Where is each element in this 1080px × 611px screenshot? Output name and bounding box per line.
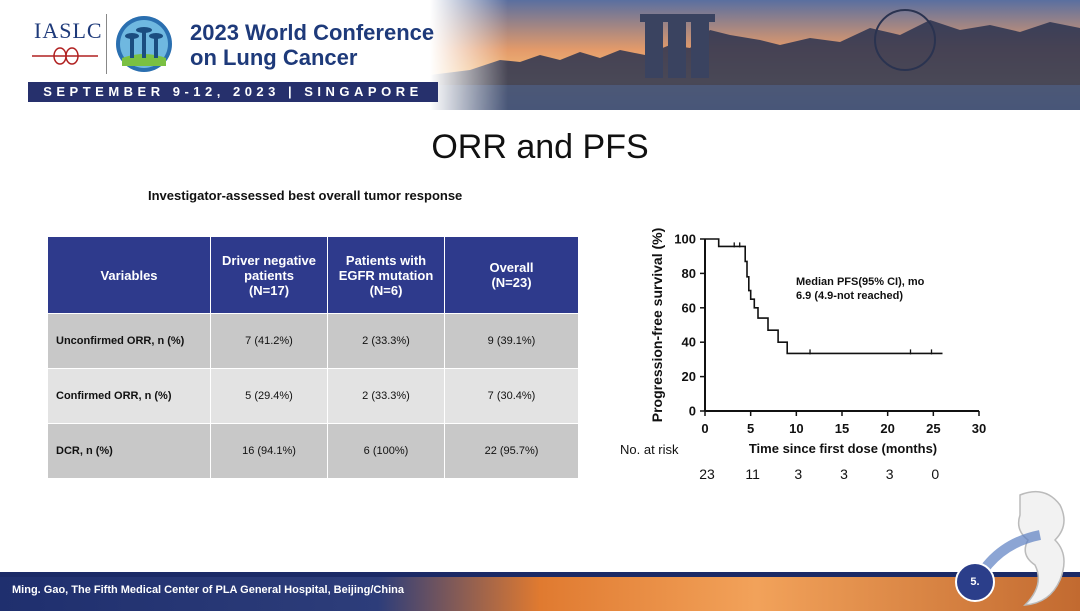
header-overall: Overall (N=23) [444, 236, 579, 314]
at-risk-value: 0 [931, 466, 939, 482]
pfs-annotation-line1: Median PFS(95% CI), mo [796, 276, 925, 288]
y-axis-label: Progression-free survival (%) [649, 228, 665, 423]
row-label: Unconfirmed ORR, n (%) [47, 313, 211, 369]
x-tick-label: 25 [926, 421, 940, 436]
header-driver-negative: Driver negative patients (N=17) [210, 236, 328, 314]
x-tick-label: 15 [835, 421, 849, 436]
y-tick-label: 80 [682, 266, 696, 281]
x-tick-label: 20 [880, 421, 894, 436]
x-axis-label: Time since first dose (months) [749, 441, 937, 456]
slide-title: ORR and PFS [431, 128, 649, 166]
row-label: Confirmed ORR, n (%) [47, 368, 211, 424]
conference-title-line2: on Lung Cancer [190, 45, 358, 70]
y-tick-label: 60 [682, 300, 696, 315]
at-risk-label: No. at risk [620, 442, 679, 457]
header-egfr-mutation: Patients with EGFR mutation (N=6) [327, 236, 445, 314]
table-cell: 2 (33.3%) [327, 313, 445, 369]
x-tick-label: 30 [972, 421, 986, 436]
table-row: Confirmed ORR, n (%) 5 (29.4%) 2 (33.3%)… [47, 368, 579, 424]
conference-title: 2023 World Conference on Lung Cancer [190, 20, 434, 70]
page-number-badge: 5. [955, 562, 995, 602]
at-risk-value: 3 [886, 466, 894, 482]
x-tick-label: 0 [701, 421, 708, 436]
table-cell: 2 (33.3%) [327, 368, 445, 424]
y-tick-label: 0 [689, 404, 696, 419]
table-caption: Investigator-assessed best overall tumor… [148, 188, 463, 203]
table-cell: 9 (39.1%) [444, 313, 579, 369]
table-row: DCR, n (%) 16 (94.1%) 6 (100%) 22 (95.7%… [47, 423, 579, 479]
pfs-annotation-line2: 6.9 (4.9-not reached) [796, 290, 903, 302]
conference-dates-bar: SEPTEMBER 9-12, 2023 | SINGAPORE [28, 82, 438, 102]
supertree-logo-icon [116, 16, 172, 72]
response-table: Variables Driver negative patients (N=17… [47, 236, 579, 479]
at-risk-value: 23 [699, 466, 715, 482]
row-label: DCR, n (%) [47, 423, 211, 479]
at-risk-value: 11 [745, 466, 760, 482]
footer-bar [0, 572, 1080, 611]
table-cell: 22 (95.7%) [444, 423, 579, 479]
table-cell: 16 (94.1%) [210, 423, 328, 479]
table-row: Unconfirmed ORR, n (%) 7 (41.2%) 2 (33.3… [47, 313, 579, 369]
presenter-credit: Ming. Gao, The Fifth Medical Center of P… [12, 584, 404, 596]
iaslc-logo-text: IASLC [34, 18, 103, 43]
iaslc-emblem-icon [32, 47, 98, 65]
table-cell: 7 (41.2%) [210, 313, 328, 369]
header-variables: Variables [47, 236, 211, 314]
x-tick-label: 10 [789, 421, 803, 436]
y-tick-label: 40 [682, 335, 696, 350]
at-risk-value: 3 [840, 466, 848, 482]
table-cell: 6 (100%) [327, 423, 445, 479]
y-tick-label: 100 [674, 232, 696, 247]
table-cell: 7 (30.4%) [444, 368, 579, 424]
x-tick-label: 5 [747, 421, 754, 436]
y-tick-label: 20 [682, 369, 696, 384]
singapore-skyline-image [430, 0, 1080, 110]
at-risk-value: 3 [794, 466, 802, 482]
conference-title-line1: 2023 World Conference [190, 20, 435, 45]
logo-divider [106, 14, 107, 74]
pfs-curve-line [705, 238, 943, 355]
table-header-row: Variables Driver negative patients (N=17… [47, 236, 579, 314]
table-cell: 5 (29.4%) [210, 368, 328, 424]
